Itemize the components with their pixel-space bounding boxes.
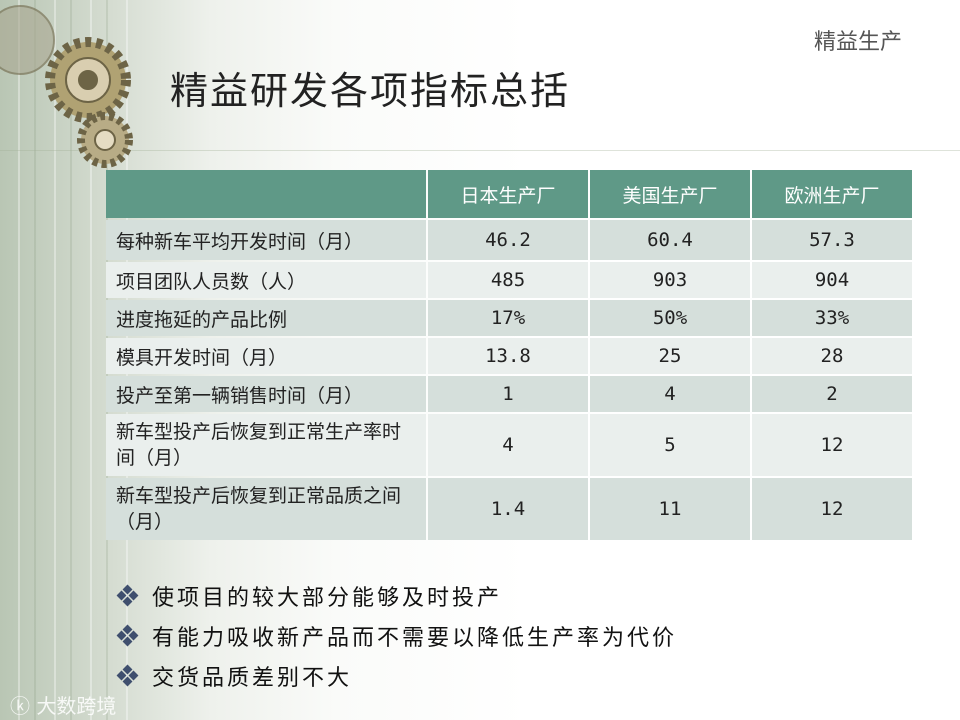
table-row: 每种新车平均开发时间（月） 46.2 60.4 57.3 (106, 220, 912, 260)
table-row: 新车型投产后恢复到正常品质之间（月） 1.4 11 12 (106, 478, 912, 540)
row-label: 每种新车平均开发时间（月） (106, 220, 426, 260)
cell-value: 4 (590, 376, 750, 412)
table-header-row: 日本生产厂 美国生产厂 欧洲生产厂 (106, 170, 912, 218)
cell-value: 28 (752, 338, 912, 374)
page-title: 精益研发各项指标总括 (170, 69, 571, 113)
cell-value: 11 (590, 478, 750, 540)
header-cell: 欧洲生产厂 (752, 170, 912, 218)
table-row: 投产至第一辆销售时间（月） 1 4 2 (106, 376, 912, 412)
cell-value: 57.3 (752, 220, 912, 260)
header-cell: 美国生产厂 (590, 170, 750, 218)
table-row: 项目团队人员数（人） 485 903 904 (106, 262, 912, 298)
bullet-list: 使项目的较大部分能够及时投产 有能力吸收新产品而不需要以降低生产率为代价 交货品… (116, 576, 678, 696)
header-cell (106, 170, 426, 218)
divider (0, 150, 960, 151)
bullet-item: 有能力吸收新产品而不需要以降低生产率为代价 (116, 616, 678, 656)
row-label: 新车型投产后恢复到正常生产率时间（月） (106, 414, 426, 476)
cell-value: 50% (590, 300, 750, 336)
diamond-bullet-icon (116, 664, 139, 687)
corner-label: 精益生产 (813, 30, 902, 55)
cell-value: 1 (428, 376, 588, 412)
table-row: 新车型投产后恢复到正常生产率时间（月） 4 5 12 (106, 414, 912, 476)
row-label: 项目团队人员数（人） (106, 262, 426, 298)
cell-value: 12 (752, 478, 912, 540)
cell-value: 485 (428, 262, 588, 298)
bullet-text: 交货品质差别不大 (152, 666, 353, 691)
diamond-bullet-icon (116, 624, 139, 647)
row-label: 进度拖延的产品比例 (106, 300, 426, 336)
metrics-table: 日本生产厂 美国生产厂 欧洲生产厂 每种新车平均开发时间（月） 46.2 60.… (104, 168, 914, 542)
row-label: 新车型投产后恢复到正常品质之间（月） (106, 478, 426, 540)
row-label: 投产至第一辆销售时间（月） (106, 376, 426, 412)
cell-value: 904 (752, 262, 912, 298)
table-row: 进度拖延的产品比例 17% 50% 33% (106, 300, 912, 336)
cell-value: 25 (590, 338, 750, 374)
row-label: 模具开发时间（月） (106, 338, 426, 374)
cell-value: 17% (428, 300, 588, 336)
header-cell: 日本生产厂 (428, 170, 588, 218)
gears-icon (0, 5, 133, 168)
table-row: 模具开发时间（月） 13.8 25 28 (106, 338, 912, 374)
bullet-item: 使项目的较大部分能够及时投产 (116, 576, 677, 616)
bullet-text: 有能力吸收新产品而不需要以降低生产率为代价 (152, 626, 678, 651)
cell-value: 903 (590, 262, 750, 298)
bullet-item: 交货品质差别不大 (116, 656, 677, 696)
cell-value: 46.2 (428, 220, 588, 260)
cell-value: 2 (752, 376, 912, 412)
bullet-text: 使项目的较大部分能够及时投产 (152, 586, 503, 611)
watermark: ⓚ 大数跨境 (10, 694, 117, 718)
cell-value: 60.4 (590, 220, 750, 260)
diamond-bullet-icon (116, 584, 139, 607)
cell-value: 13.8 (428, 338, 588, 374)
cell-value: 33% (752, 300, 912, 336)
cell-value: 12 (752, 414, 912, 476)
cell-value: 5 (590, 414, 750, 476)
watermark-text: 大数跨境 (36, 694, 117, 718)
cell-value: 1.4 (428, 478, 588, 540)
cell-value: 4 (428, 414, 588, 476)
